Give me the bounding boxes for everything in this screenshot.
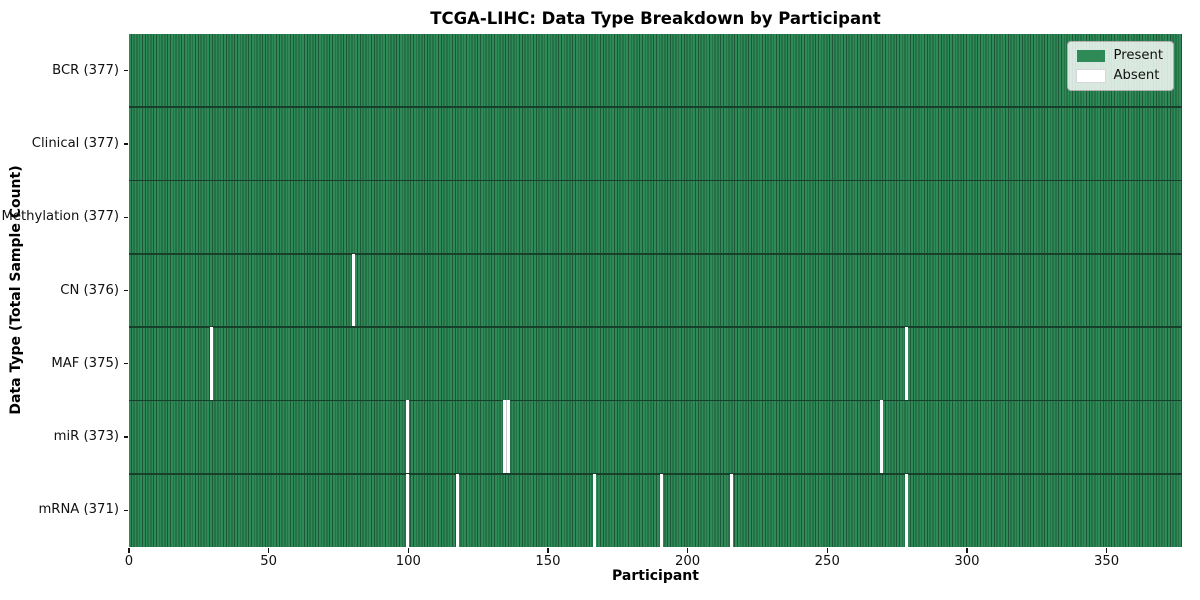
x-tick-label-50: 50 bbox=[260, 554, 278, 569]
y-tick-mark bbox=[124, 436, 128, 438]
absent-cell-MAF-29 bbox=[210, 327, 213, 401]
absent-cell-miR-99 bbox=[405, 400, 409, 474]
absent-cell-mRNA-117 bbox=[455, 473, 459, 547]
row-separator bbox=[129, 472, 1182, 475]
x-tick-mark bbox=[407, 548, 409, 553]
y-tick-mark bbox=[124, 363, 128, 365]
absent-cell-mRNA-190 bbox=[659, 473, 663, 547]
x-tick-label-300: 300 bbox=[954, 554, 980, 569]
chart-title: TCGA-LIHC: Data Type Breakdown by Partic… bbox=[430, 9, 881, 28]
row-separator bbox=[129, 106, 1182, 109]
y-tick-mark bbox=[124, 143, 128, 145]
y-tick-label-BCR: BCR (377) bbox=[52, 62, 119, 78]
legend-swatch-present bbox=[1076, 50, 1105, 62]
x-tick-label-0: 0 bbox=[124, 554, 134, 569]
x-tick-mark bbox=[128, 548, 130, 553]
row-separator bbox=[129, 399, 1182, 402]
x-axis-title: Participant bbox=[612, 568, 699, 584]
x-tick-label-250: 250 bbox=[814, 554, 840, 569]
absent-cell-mRNA-215 bbox=[729, 473, 733, 547]
legend: Present Absent bbox=[1066, 41, 1174, 91]
y-tick-label-MAF: MAF (375) bbox=[51, 355, 119, 371]
absent-cell-miR-269 bbox=[880, 400, 884, 474]
absent-cell-CN-80 bbox=[352, 253, 356, 328]
x-tick-label-200: 200 bbox=[675, 554, 701, 569]
absent-cell-miR-134 bbox=[503, 400, 507, 474]
absent-cell-mRNA-99 bbox=[405, 473, 409, 547]
y-tick-label-mRNA: mRNA (371) bbox=[38, 502, 119, 518]
absent-cell-MAF-278 bbox=[905, 327, 909, 401]
absent-cell-mRNA-166 bbox=[592, 473, 596, 547]
x-tick-mark bbox=[1105, 548, 1108, 553]
y-tick-mark bbox=[124, 216, 128, 218]
x-tick-label-150: 150 bbox=[535, 554, 561, 569]
y-tick-label-CN: CN (376) bbox=[60, 282, 119, 298]
legend-label-present: Present bbox=[1113, 48, 1163, 63]
row-separator bbox=[129, 179, 1182, 182]
x-tick-label-100: 100 bbox=[395, 554, 421, 569]
legend-item-absent: Absent bbox=[1075, 68, 1163, 83]
plot-area: Present Absent bbox=[129, 34, 1182, 547]
x-tick-mark bbox=[547, 548, 549, 553]
row-separator bbox=[129, 326, 1182, 328]
y-tick-mark bbox=[124, 69, 128, 72]
x-tick-mark bbox=[686, 548, 689, 553]
y-tick-mark bbox=[124, 509, 128, 512]
legend-swatch-absent bbox=[1075, 69, 1106, 83]
absent-cell-miR-135 bbox=[506, 400, 511, 474]
y-tick-label-Methylation: Methylation (377) bbox=[1, 209, 119, 225]
x-tick-mark bbox=[267, 548, 270, 553]
absent-cell-mRNA-278 bbox=[905, 473, 909, 547]
x-tick-mark bbox=[966, 548, 968, 553]
plot-border bbox=[129, 34, 1182, 547]
x-tick-label-350: 350 bbox=[1093, 554, 1120, 569]
legend-label-absent: Absent bbox=[1113, 68, 1160, 83]
y-tick-mark bbox=[124, 289, 128, 292]
y-tick-label-miR: miR (373) bbox=[53, 429, 119, 445]
legend-item-present: Present bbox=[1076, 48, 1163, 63]
y-tick-label-Clinical: Clinical (377) bbox=[31, 135, 119, 151]
x-tick-mark bbox=[826, 548, 828, 553]
row-separator bbox=[129, 253, 1182, 255]
